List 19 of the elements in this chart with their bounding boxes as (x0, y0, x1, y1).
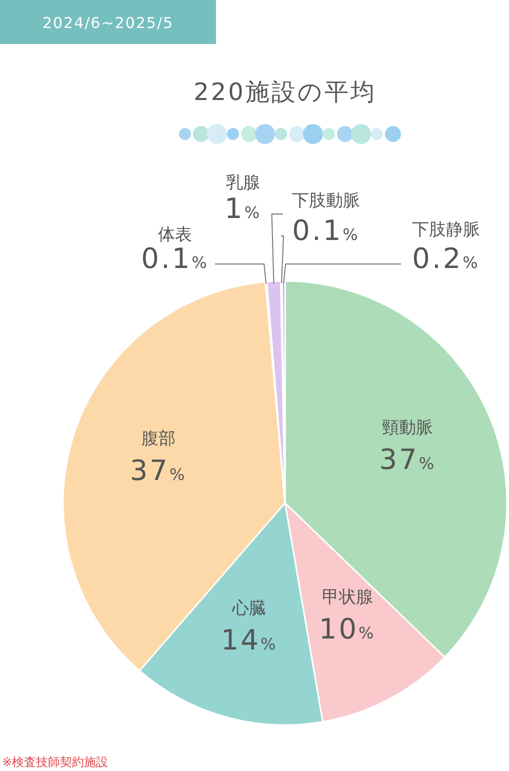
data-label: 0.1% (292, 214, 360, 247)
slice-label: 体表 (158, 225, 192, 245)
chart-title: 220施設の平均 (194, 78, 376, 106)
slice-label: 下肢動脈 (292, 191, 360, 211)
text: ※検査技師契約施設 (2, 755, 108, 769)
data-label: 10% (318, 612, 376, 646)
chart-subtitle: 2024/6~2025/5 (42, 14, 174, 32)
data-label: 14% (220, 623, 278, 656)
slice-label: 腹部 (141, 429, 176, 449)
data-label: 37% (379, 442, 436, 476)
data-label: 0.2% (412, 242, 480, 275)
data-label: 0.1% (141, 242, 209, 275)
slice-label: 下肢静脈 (412, 220, 480, 240)
data-label: 37% (130, 454, 187, 487)
slice-label: 頸動脈 (382, 418, 434, 438)
slice-label: 乳腺 (226, 173, 260, 193)
data-label: 1% (224, 192, 262, 225)
slice-label: 心臓 (231, 598, 266, 618)
slice-label: 甲状腺 (322, 588, 373, 608)
